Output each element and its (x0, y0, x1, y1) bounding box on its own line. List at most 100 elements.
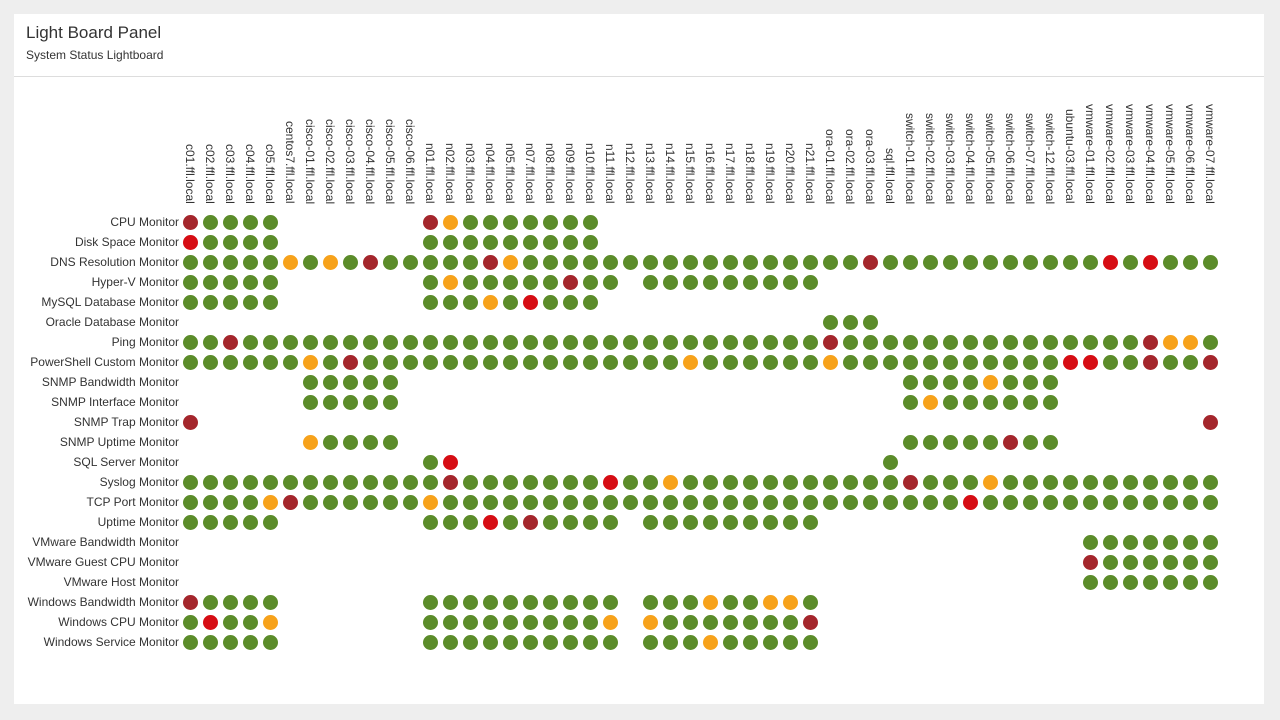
status-light[interactable] (642, 474, 658, 490)
status-light[interactable] (342, 494, 358, 510)
status-light[interactable] (942, 334, 958, 350)
row-header-monitor[interactable]: VMware Guest CPU Monitor (27, 555, 179, 569)
status-light[interactable] (602, 334, 618, 350)
row-header-monitor[interactable]: VMware Host Monitor (63, 575, 179, 589)
status-light[interactable] (182, 634, 198, 650)
status-light[interactable] (882, 254, 898, 270)
status-light[interactable] (1102, 574, 1118, 590)
status-light[interactable] (322, 334, 338, 350)
status-light[interactable] (282, 474, 298, 490)
status-light[interactable] (1202, 554, 1218, 570)
status-light[interactable] (1042, 334, 1058, 350)
status-light[interactable] (602, 634, 618, 650)
status-light[interactable] (522, 334, 538, 350)
status-light[interactable] (722, 354, 738, 370)
status-light[interactable] (1002, 394, 1018, 410)
status-light[interactable] (202, 494, 218, 510)
status-light[interactable] (922, 374, 938, 390)
status-light[interactable] (1022, 394, 1038, 410)
status-light[interactable] (382, 494, 398, 510)
status-light[interactable] (522, 494, 538, 510)
status-light[interactable] (762, 514, 778, 530)
status-light[interactable] (362, 374, 378, 390)
status-light[interactable] (222, 634, 238, 650)
status-light[interactable] (462, 614, 478, 630)
status-light[interactable] (442, 514, 458, 530)
status-light[interactable] (1182, 354, 1198, 370)
status-light[interactable] (1102, 354, 1118, 370)
column-header-node[interactable]: cisco-04.ffl.local (363, 119, 377, 205)
column-header-node[interactable]: n12.ffl.local (623, 143, 637, 204)
status-light[interactable] (802, 514, 818, 530)
status-light[interactable] (402, 254, 418, 270)
status-light[interactable] (262, 594, 278, 610)
status-light[interactable] (422, 234, 438, 250)
status-light[interactable] (602, 494, 618, 510)
column-header-node[interactable]: switch-03.ffl.local (943, 113, 957, 205)
column-header-node[interactable]: n20.ffl.local (783, 143, 797, 204)
status-light[interactable] (662, 274, 678, 290)
status-light[interactable] (1022, 354, 1038, 370)
status-light[interactable] (582, 334, 598, 350)
status-light[interactable] (382, 354, 398, 370)
status-light[interactable] (222, 274, 238, 290)
status-light[interactable] (1162, 334, 1178, 350)
status-light[interactable] (182, 494, 198, 510)
status-light[interactable] (762, 634, 778, 650)
status-light[interactable] (502, 294, 518, 310)
status-light[interactable] (962, 434, 978, 450)
status-light[interactable] (1002, 474, 1018, 490)
status-light[interactable] (1122, 254, 1138, 270)
status-light[interactable] (242, 354, 258, 370)
status-light[interactable] (582, 254, 598, 270)
row-header-monitor[interactable]: Ping Monitor (111, 335, 179, 349)
status-light[interactable] (322, 354, 338, 370)
status-light[interactable] (502, 594, 518, 610)
status-light[interactable] (1122, 334, 1138, 350)
status-light[interactable] (1082, 534, 1098, 550)
status-light[interactable] (482, 594, 498, 610)
status-light[interactable] (742, 514, 758, 530)
status-light[interactable] (482, 474, 498, 490)
status-light[interactable] (882, 454, 898, 470)
status-light[interactable] (662, 334, 678, 350)
status-light[interactable] (1142, 574, 1158, 590)
status-light[interactable] (422, 294, 438, 310)
status-light[interactable] (962, 354, 978, 370)
status-light[interactable] (502, 214, 518, 230)
status-light[interactable] (902, 434, 918, 450)
status-light[interactable] (182, 334, 198, 350)
status-light[interactable] (482, 294, 498, 310)
status-light[interactable] (742, 474, 758, 490)
status-light[interactable] (762, 614, 778, 630)
column-header-node[interactable]: vmware-05.ffl.local (1163, 104, 1177, 204)
column-header-node[interactable]: switch-04.ffl.local (963, 113, 977, 205)
row-header-monitor[interactable]: TCP Port Monitor (86, 495, 179, 509)
status-light[interactable] (742, 334, 758, 350)
status-light[interactable] (662, 594, 678, 610)
status-light[interactable] (742, 494, 758, 510)
column-header-node[interactable]: centos7.ffl.local (283, 121, 297, 204)
status-light[interactable] (722, 614, 738, 630)
status-light[interactable] (1002, 374, 1018, 390)
status-light[interactable] (722, 274, 738, 290)
status-light[interactable] (342, 374, 358, 390)
status-light[interactable] (242, 334, 258, 350)
status-light[interactable] (802, 634, 818, 650)
status-light[interactable] (502, 494, 518, 510)
status-light[interactable] (682, 254, 698, 270)
status-light[interactable] (782, 274, 798, 290)
status-light[interactable] (782, 474, 798, 490)
status-light[interactable] (282, 494, 298, 510)
row-header-monitor[interactable]: VMware Bandwidth Monitor (32, 535, 179, 549)
status-light[interactable] (1122, 354, 1138, 370)
column-header-node[interactable]: ora-01.ffl.local (823, 129, 837, 205)
status-light[interactable] (382, 254, 398, 270)
status-light[interactable] (362, 474, 378, 490)
status-light[interactable] (542, 514, 558, 530)
status-light[interactable] (462, 294, 478, 310)
status-light[interactable] (422, 474, 438, 490)
status-light[interactable] (602, 274, 618, 290)
status-light[interactable] (822, 254, 838, 270)
status-light[interactable] (462, 514, 478, 530)
